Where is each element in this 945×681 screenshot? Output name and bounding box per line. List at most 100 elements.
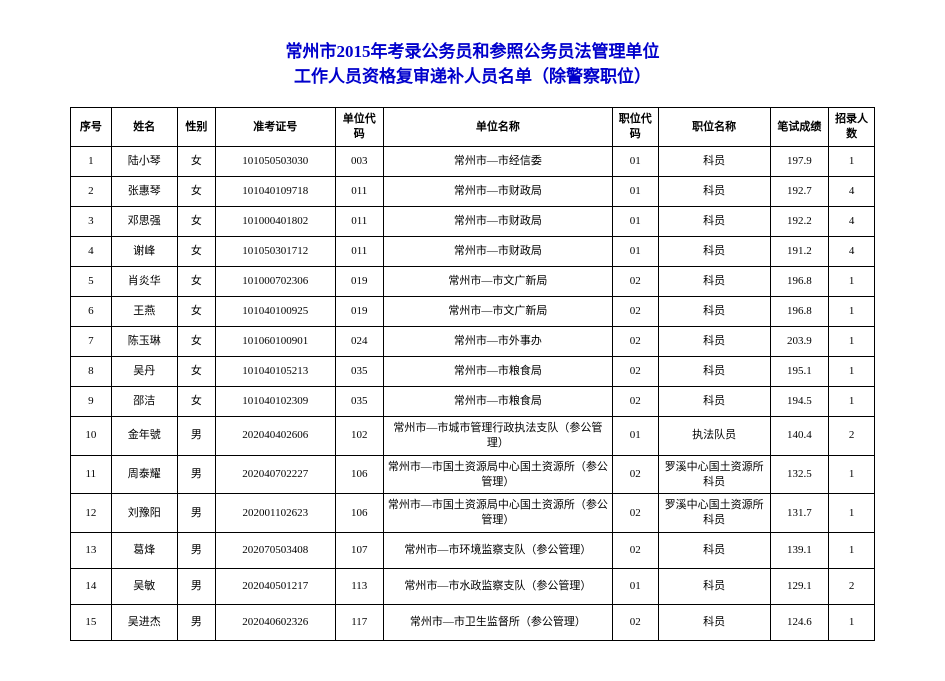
cell-sex: 男 — [177, 416, 215, 455]
cell-pos: 科员 — [658, 605, 770, 641]
cell-sex: 男 — [177, 455, 215, 494]
cell-exam: 101050301712 — [216, 236, 336, 266]
cell-unit: 常州市—市财政局 — [383, 176, 612, 206]
cell-idx: 1 — [71, 146, 112, 176]
header-sex: 性别 — [177, 108, 215, 147]
cell-ucode: 035 — [335, 386, 383, 416]
table-row: 15吴进杰男202040602326117常州市—市卫生监督所（参公管理）02科… — [71, 605, 875, 641]
cell-idx: 14 — [71, 569, 112, 605]
roster-table: 序号 姓名 性别 准考证号 单位代码 单位名称 职位代码 职位名称 笔试成绩 招… — [70, 107, 875, 641]
cell-pcode: 02 — [612, 455, 658, 494]
cell-score: 203.9 — [770, 326, 829, 356]
cell-quota: 1 — [829, 533, 875, 569]
table-row: 5肖炎华女101000702306019常州市—市文广新局02科员196.81 — [71, 266, 875, 296]
table-row: 6王燕女101040100925019常州市—市文广新局02科员196.81 — [71, 296, 875, 326]
cell-score: 192.7 — [770, 176, 829, 206]
cell-exam: 202040501217 — [216, 569, 336, 605]
cell-score: 140.4 — [770, 416, 829, 455]
cell-idx: 15 — [71, 605, 112, 641]
header-quota: 招录人数 — [829, 108, 875, 147]
cell-idx: 13 — [71, 533, 112, 569]
cell-score: 196.8 — [770, 296, 829, 326]
cell-name: 金年號 — [111, 416, 177, 455]
cell-score: 191.2 — [770, 236, 829, 266]
cell-ucode: 035 — [335, 356, 383, 386]
cell-pcode: 01 — [612, 206, 658, 236]
cell-idx: 9 — [71, 386, 112, 416]
header-idx: 序号 — [71, 108, 112, 147]
cell-idx: 12 — [71, 494, 112, 533]
cell-ucode: 019 — [335, 266, 383, 296]
cell-name: 邵洁 — [111, 386, 177, 416]
cell-ucode: 011 — [335, 176, 383, 206]
cell-score: 194.5 — [770, 386, 829, 416]
cell-quota: 1 — [829, 356, 875, 386]
cell-unit: 常州市—市国土资源局中心国土资源所（参公管理） — [383, 455, 612, 494]
cell-exam: 202040702227 — [216, 455, 336, 494]
cell-quota: 2 — [829, 416, 875, 455]
cell-ucode: 113 — [335, 569, 383, 605]
cell-quota: 4 — [829, 206, 875, 236]
header-pos: 职位名称 — [658, 108, 770, 147]
cell-unit: 常州市—市粮食局 — [383, 386, 612, 416]
cell-pcode: 02 — [612, 356, 658, 386]
cell-exam: 202001102623 — [216, 494, 336, 533]
cell-pos: 科员 — [658, 326, 770, 356]
table-row: 7陈玉琳女101060100901024常州市—市外事办02科员203.91 — [71, 326, 875, 356]
cell-idx: 7 — [71, 326, 112, 356]
cell-idx: 10 — [71, 416, 112, 455]
table-row: 9邵洁女101040102309035常州市—市粮食局02科员194.51 — [71, 386, 875, 416]
cell-score: 129.1 — [770, 569, 829, 605]
header-unit: 单位名称 — [383, 108, 612, 147]
cell-pcode: 02 — [612, 494, 658, 533]
cell-name: 刘豫阳 — [111, 494, 177, 533]
cell-sex: 男 — [177, 605, 215, 641]
cell-pcode: 02 — [612, 296, 658, 326]
header-pcode: 职位代码 — [612, 108, 658, 147]
cell-name: 谢峰 — [111, 236, 177, 266]
page-title: 常州市2015年考录公务员和参照公务员法管理单位 工作人员资格复审递补人员名单（… — [70, 40, 875, 89]
header-name: 姓名 — [111, 108, 177, 147]
cell-sex: 女 — [177, 266, 215, 296]
cell-unit: 常州市—市粮食局 — [383, 356, 612, 386]
cell-unit: 常州市—市经信委 — [383, 146, 612, 176]
cell-pcode: 01 — [612, 569, 658, 605]
cell-name: 周泰耀 — [111, 455, 177, 494]
cell-quota: 1 — [829, 386, 875, 416]
cell-name: 肖炎华 — [111, 266, 177, 296]
cell-pcode: 02 — [612, 605, 658, 641]
cell-name: 张惠琴 — [111, 176, 177, 206]
cell-unit: 常州市—市卫生监督所（参公管理） — [383, 605, 612, 641]
cell-idx: 3 — [71, 206, 112, 236]
cell-pcode: 01 — [612, 146, 658, 176]
cell-score: 197.9 — [770, 146, 829, 176]
cell-name: 陈玉琳 — [111, 326, 177, 356]
cell-sex: 女 — [177, 236, 215, 266]
cell-ucode: 024 — [335, 326, 383, 356]
cell-quota: 1 — [829, 146, 875, 176]
header-score: 笔试成绩 — [770, 108, 829, 147]
cell-pcode: 02 — [612, 326, 658, 356]
cell-sex: 女 — [177, 176, 215, 206]
cell-pos: 科员 — [658, 356, 770, 386]
cell-exam: 101040109718 — [216, 176, 336, 206]
cell-name: 陆小琴 — [111, 146, 177, 176]
cell-sex: 男 — [177, 569, 215, 605]
cell-name: 葛烽 — [111, 533, 177, 569]
cell-quota: 1 — [829, 605, 875, 641]
cell-pcode: 01 — [612, 176, 658, 206]
cell-pcode: 02 — [612, 386, 658, 416]
cell-exam: 101050503030 — [216, 146, 336, 176]
cell-idx: 6 — [71, 296, 112, 326]
cell-idx: 4 — [71, 236, 112, 266]
header-exam: 准考证号 — [216, 108, 336, 147]
cell-idx: 11 — [71, 455, 112, 494]
cell-ucode: 003 — [335, 146, 383, 176]
cell-pos: 科员 — [658, 146, 770, 176]
cell-ucode: 011 — [335, 236, 383, 266]
table-body: 1陆小琴女101050503030003常州市—市经信委01科员197.912张… — [71, 146, 875, 640]
cell-unit: 常州市—市外事办 — [383, 326, 612, 356]
cell-name: 王燕 — [111, 296, 177, 326]
cell-score: 196.8 — [770, 266, 829, 296]
table-row: 14吴敏男202040501217113常州市—市水政监察支队（参公管理）01科… — [71, 569, 875, 605]
